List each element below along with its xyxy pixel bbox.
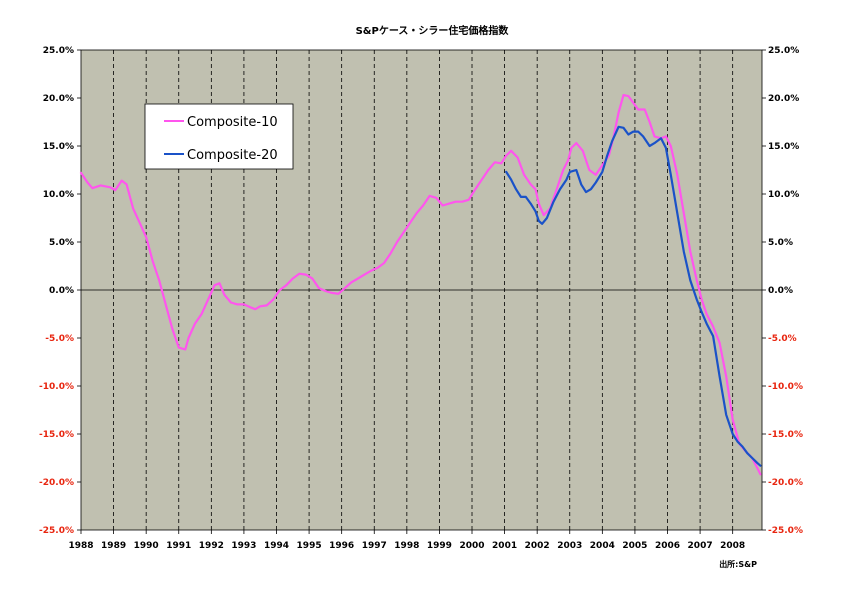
x-tick-label: 1997 — [362, 541, 387, 551]
y-tick-label-right: 20.0% — [768, 94, 799, 104]
x-tick-label: 2007 — [688, 541, 713, 551]
y-tick-label-right: 0.0% — [768, 286, 793, 296]
y-tick-label-right: 15.0% — [768, 142, 799, 152]
legend-box — [144, 103, 294, 170]
series-lines — [79, 93, 762, 476]
y-tick-label-right: -25.0% — [768, 526, 803, 536]
x-tick-label: 2000 — [459, 541, 484, 551]
source-note: 出所:S&P — [719, 559, 757, 569]
y-tick-label-right: 25.0% — [768, 46, 799, 56]
x-tick-label: 2004 — [590, 541, 615, 551]
x-tick-label: 2001 — [492, 541, 517, 551]
x-tick-label: 1996 — [329, 541, 354, 551]
y-tick-label-left: 20.0% — [43, 94, 74, 104]
x-tick-label: 1988 — [68, 541, 93, 551]
x-tick-label: 1991 — [166, 541, 191, 551]
y-tick-label-right: -20.0% — [768, 478, 803, 488]
y-tick-label-left: -20.0% — [39, 478, 74, 488]
x-tick-label: 1994 — [264, 541, 289, 551]
x-tick-label: 1998 — [394, 541, 419, 551]
y-tick-label-left: -10.0% — [39, 382, 74, 392]
y-tick-label-left: -15.0% — [39, 430, 74, 440]
y-tick-label-right: -5.0% — [768, 334, 797, 344]
x-tick-label: 1993 — [231, 541, 256, 551]
x-tick-label: 1989 — [101, 541, 126, 551]
x-tick-label: 2008 — [720, 541, 745, 551]
series-line-composite-20 — [505, 125, 762, 467]
x-tick-label: 1995 — [297, 541, 322, 551]
y-tick-label-left: 15.0% — [43, 142, 74, 152]
y-tick-label-right: -10.0% — [768, 382, 803, 392]
x-tick-label: 1990 — [134, 541, 159, 551]
y-axis-left: 25.0% 20.0% 15.0% 10.0% 5.0% 0.0% -5.0% -10.0% -… — [39, 46, 81, 536]
x-tick-label: 2005 — [622, 541, 647, 551]
y-axis-right: 25.0% 20.0% 15.0% 10.0% 5.0% 0.0% -5.0% -10.0% -… — [762, 46, 803, 536]
y-tick-label-left: 0.0% — [49, 286, 74, 296]
y-tick-label-right: 10.0% — [768, 190, 799, 200]
chart-title: S&Pケース・シラー住宅価格指数 — [356, 24, 510, 37]
y-tick-label-left: 5.0% — [49, 238, 74, 248]
y-tick-label-left: 10.0% — [43, 190, 74, 200]
x-tick-label: 1992 — [199, 541, 224, 551]
y-tick-label-left: -5.0% — [45, 334, 74, 344]
y-tick-label-left: -25.0% — [39, 526, 74, 536]
series-line-composite-10 — [79, 93, 762, 476]
x-tick-label: 2006 — [655, 541, 680, 551]
legend-label-composite-20: Composite-20 — [187, 148, 278, 163]
x-axis: 1988 1989 1990 1991 1992 1993 1994 1995 1996 1997… — [68, 530, 745, 551]
legend: Composite-10 Composite-20 — [144, 103, 294, 170]
x-tick-label: 2003 — [557, 541, 582, 551]
x-tick-label: 1999 — [427, 541, 452, 551]
y-tick-label-right: 5.0% — [768, 238, 793, 248]
y-tick-label-left: 25.0% — [43, 46, 74, 56]
y-tick-label-right: -15.0% — [768, 430, 803, 440]
legend-label-composite-10: Composite-10 — [187, 115, 278, 130]
x-tick-label: 2002 — [525, 541, 550, 551]
